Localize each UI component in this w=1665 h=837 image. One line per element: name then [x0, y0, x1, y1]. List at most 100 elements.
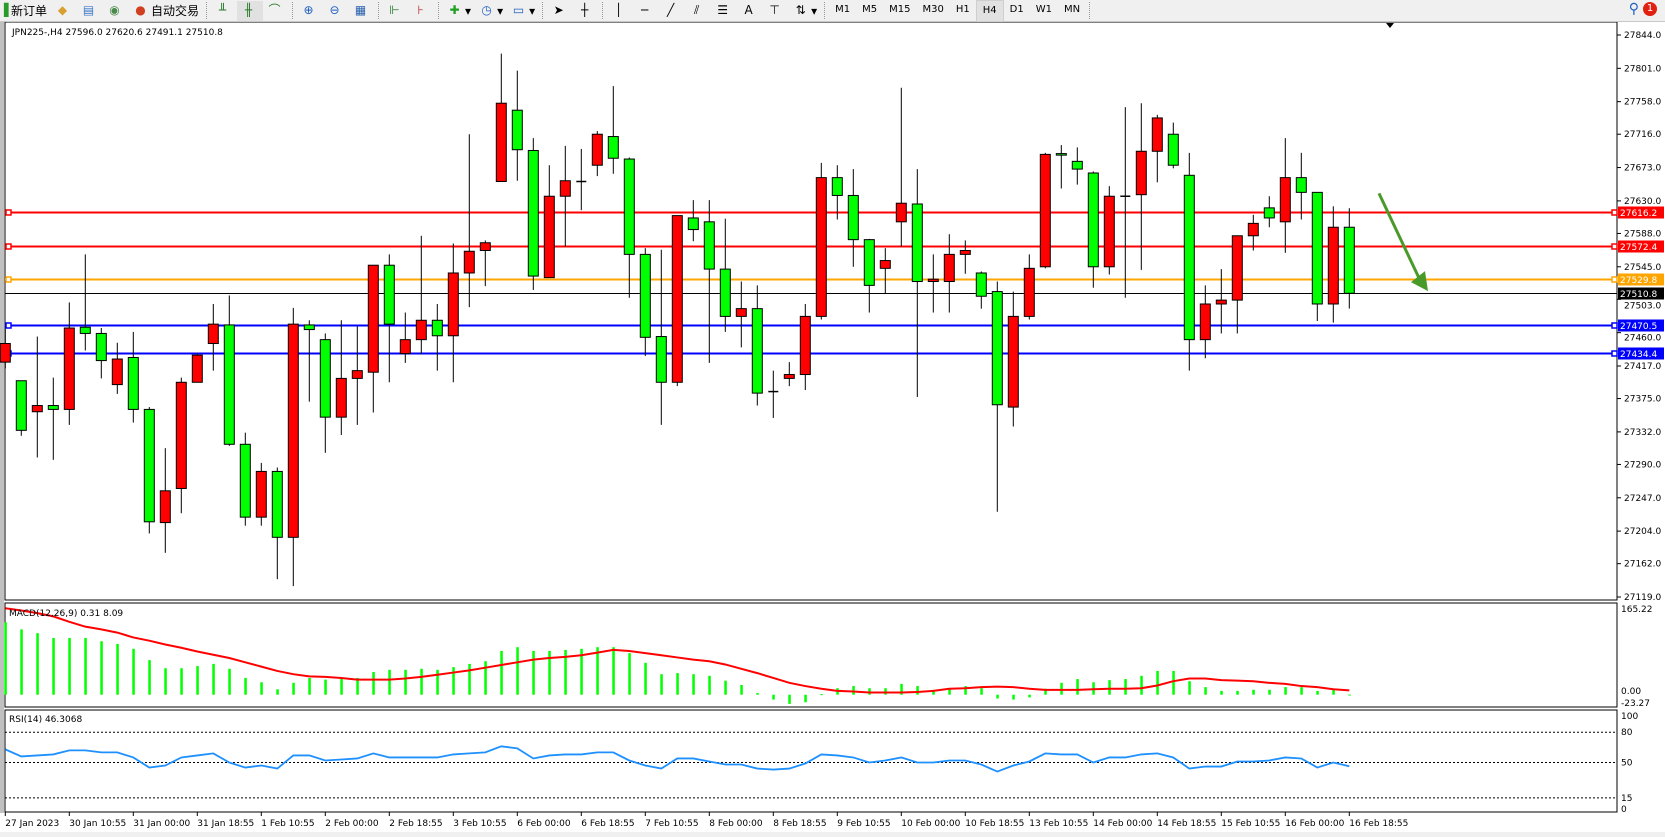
text-icon: A [744, 3, 753, 17]
candle [31, 336, 43, 458]
toolbar-separator [824, 2, 826, 19]
level-handle[interactable] [1611, 276, 1618, 283]
left-border [0, 22, 4, 837]
line-chart-button[interactable]: ⌒ [263, 1, 289, 21]
price-tick-label: 27503.0 [1624, 302, 1661, 312]
crosshair-button[interactable]: ┼ [573, 1, 599, 21]
candlestick-button[interactable]: ╫ [237, 0, 264, 21]
search-icon[interactable]: ⚲ [1628, 1, 1639, 17]
cursor-icon: ➤ [553, 3, 564, 17]
auto-trading-button[interactable]: ● 自动交易 [129, 1, 203, 21]
tile-windows-button[interactable]: ▦ [349, 1, 375, 21]
crosshair-icon: ┼ [581, 3, 589, 17]
zoom-out-button[interactable]: ⊖ [323, 1, 349, 21]
timeframe-h4[interactable]: H4 [975, 0, 1004, 22]
signal-button[interactable]: ◉ [103, 1, 129, 21]
candle-body [1343, 226, 1355, 294]
price-level-tag [1618, 287, 1664, 300]
notification-badge[interactable]: 1 [1643, 2, 1657, 16]
macd-histogram-bar [980, 688, 983, 695]
macd-histogram-bar [996, 694, 999, 699]
text-label-button[interactable]: ⊤ [763, 1, 789, 21]
candle [47, 377, 59, 460]
candle [111, 342, 123, 394]
text-button[interactable]: A [737, 1, 763, 21]
candle [1263, 196, 1275, 228]
time-label: 16 Feb 00:00 [1285, 819, 1344, 829]
level-handle[interactable] [1611, 209, 1618, 216]
macd-histogram-bar [932, 689, 935, 695]
candle-body [559, 180, 571, 197]
macd-histogram-bar [548, 650, 551, 695]
rsi-pane[interactable]: 100 80 50 150 [4, 709, 1638, 815]
macd-tick-label: 0.00 [1621, 687, 1641, 697]
templates-button[interactable]: ▭ ▾ [512, 3, 536, 18]
candle-body [943, 253, 955, 283]
horizontal-line-icon: ─ [641, 3, 649, 17]
fibonacci-fan-button[interactable]: ⫽ [685, 1, 711, 21]
candle [479, 240, 491, 287]
candle-body [415, 319, 427, 341]
candle [303, 320, 315, 402]
macd-histogram-bar [196, 666, 199, 695]
cursor-button[interactable]: ➤ [547, 1, 573, 21]
candle-body [591, 133, 603, 166]
candle-body [719, 268, 731, 317]
level-handle[interactable] [5, 322, 12, 329]
candle-body [31, 405, 43, 413]
candle [335, 320, 347, 435]
arrow-annotation-head[interactable] [1411, 271, 1428, 292]
price-level-label: 27434.4 [1620, 350, 1657, 360]
zoom-in-button[interactable]: ⊕ [297, 1, 323, 21]
periods-button[interactable]: ◷ ▾ [475, 1, 507, 21]
timeframe-m5[interactable]: M5 [862, 3, 878, 15]
chart-shift-button[interactable]: ⊩ [383, 1, 409, 21]
price-tick-label: 27162.0 [1624, 560, 1661, 570]
time-label: 2 Feb 18:55 [389, 819, 442, 829]
timeframe-w1[interactable]: W1 [1035, 3, 1052, 15]
arrow-annotation-shaft[interactable] [1377, 192, 1422, 281]
macd-histogram-bar [580, 648, 583, 695]
timeframe-m15[interactable]: M15 [889, 3, 911, 15]
timeframe-m30[interactable]: M30 [922, 3, 944, 15]
vertical-line-button[interactable]: │ [607, 1, 633, 21]
folder-button[interactable]: ◆ [51, 1, 77, 21]
candle [1295, 152, 1307, 220]
indicators-button[interactable]: ✚ ▾ [443, 1, 475, 21]
autoscroll-button[interactable]: ⊦ [409, 1, 435, 21]
candle [927, 254, 939, 313]
candle-body [495, 102, 507, 183]
level-handle[interactable] [1611, 243, 1618, 250]
level-handle[interactable] [1611, 322, 1618, 329]
candle-body [479, 242, 491, 251]
price-pane[interactable]: 27844.0 27801.0 27758.0 27716.0 27673.0 27630… [0, 21, 1664, 837]
candle [895, 87, 907, 247]
arrows-button[interactable]: ⇅ ▾ [789, 1, 821, 21]
horizontal-line-button[interactable]: ─ [633, 1, 659, 21]
fibonacci-retracement-button[interactable]: ☰ [711, 1, 737, 21]
timeframe-h1[interactable]: H1 [955, 3, 970, 15]
price-level-tag [1618, 240, 1664, 253]
level-handle[interactable] [1611, 350, 1618, 357]
price-tick-label: 27375.0 [1624, 395, 1661, 405]
timeframe-mn[interactable]: MN [1063, 3, 1081, 15]
toolbar-separator [292, 2, 294, 19]
candle [959, 240, 971, 274]
macd-pane[interactable]: 165.22 0.00 -23.27 [4, 602, 1653, 709]
price-level-tag [1618, 347, 1664, 360]
timeframe-d1[interactable]: D1 [1009, 3, 1024, 15]
history-center-button[interactable]: ▤ [77, 1, 103, 21]
time-label: 13 Feb 10:55 [1029, 819, 1088, 829]
chart-shift-marker[interactable] [1386, 23, 1394, 28]
level-handle[interactable] [5, 243, 12, 250]
candle-body [127, 356, 139, 410]
trendline-button[interactable]: ╱ [659, 1, 685, 21]
level-handle[interactable] [5, 276, 12, 283]
level-handle[interactable] [5, 209, 12, 216]
candle-body [911, 203, 923, 283]
timeframe-m1[interactable]: M1 [835, 3, 851, 15]
new-order-button[interactable]: ▌ 新订单 [0, 1, 51, 21]
bar-chart-button[interactable]: ╨ [211, 1, 237, 21]
time-label: 14 Feb 18:55 [1157, 819, 1216, 829]
